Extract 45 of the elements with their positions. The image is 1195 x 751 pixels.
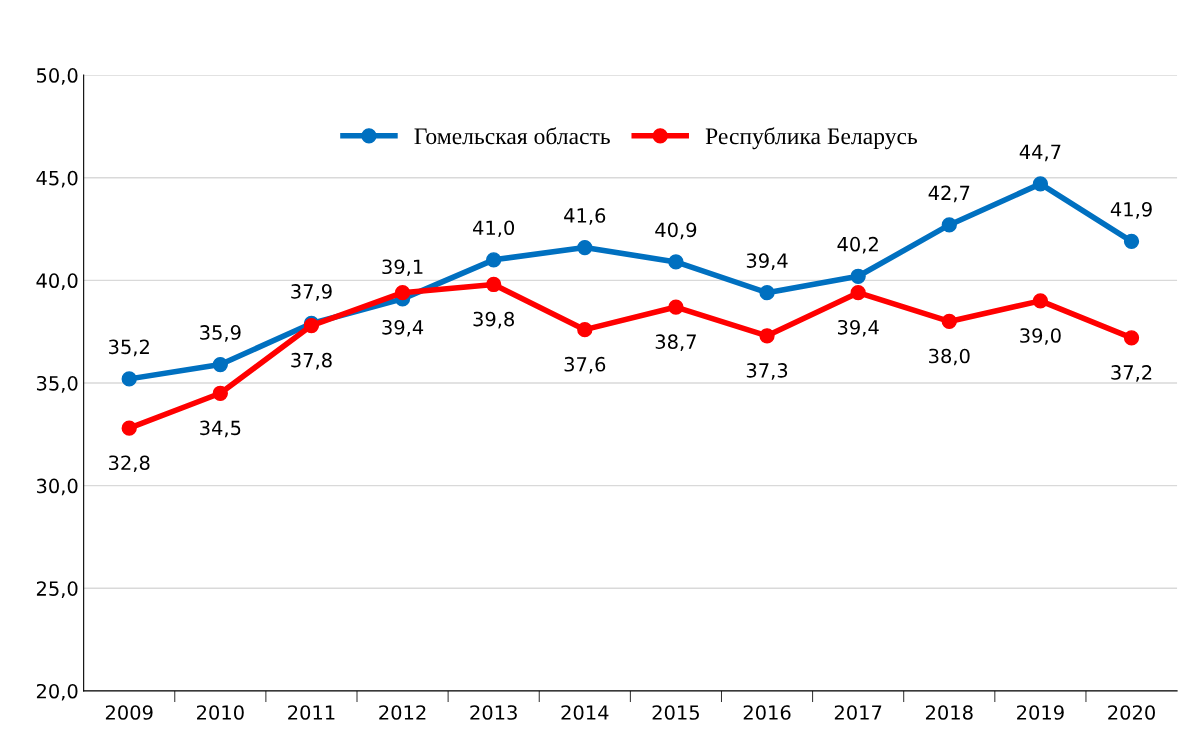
y-tick-label: 45,0	[36, 170, 78, 188]
x-tick-label: 2014	[561, 705, 609, 720]
data-label: 37,8	[291, 352, 332, 370]
data-label: 39,4	[837, 319, 879, 337]
data-label: 37,3	[746, 363, 788, 380]
data-label: 41,0	[472, 220, 515, 238]
data-label: 35,2	[109, 339, 149, 357]
x-tick-label: 2018	[925, 705, 973, 720]
y-tick-label: 30,0	[36, 478, 78, 496]
data-label: 34,5	[200, 420, 241, 438]
y-tick-label: 40,0	[36, 273, 78, 291]
x-tick-label: 2015	[652, 705, 699, 720]
legend-label: Гомельская область	[414, 127, 610, 145]
data-label: 35,9	[200, 325, 241, 342]
data-label: 44,7	[1019, 144, 1061, 162]
y-tick-label: 35,0	[36, 375, 78, 393]
x-tick-label: 2017	[834, 705, 882, 720]
data-label: 38,0	[929, 348, 970, 366]
x-tick-label: 2016	[743, 705, 791, 720]
data-label: 39,1	[382, 259, 423, 277]
x-tick-label: 2012	[379, 705, 426, 720]
data-label: 37,2	[1111, 365, 1152, 382]
data-label: 40,2	[837, 236, 878, 254]
y-tick-label: 20,0	[36, 683, 78, 701]
x-tick-label: 2020	[1108, 705, 1155, 720]
data-label: 38,7	[655, 334, 696, 351]
x-tick-label: 2013	[470, 705, 517, 720]
y-tick-label: 50,0	[37, 68, 78, 85]
data-label: 39,4	[746, 253, 788, 270]
x-tick-label: 2009	[105, 705, 153, 720]
x-tick-label: 2011	[288, 705, 335, 720]
data-label: 42,7	[928, 185, 970, 203]
y-tick-label: 25,0	[36, 581, 78, 598]
data-label: 41,9	[1110, 201, 1152, 219]
legend-label: Республика Беларусь	[705, 127, 918, 150]
data-label: 39,0	[1020, 328, 1061, 345]
data-label: 39,4	[382, 319, 424, 337]
data-label: 37,9	[291, 284, 332, 301]
x-tick-label: 2010	[197, 705, 244, 720]
data-label: 40,9	[655, 222, 697, 240]
data-label: 41,6	[564, 208, 606, 225]
data-label: 39,8	[473, 311, 514, 329]
x-tick-label: 2019	[1017, 705, 1064, 720]
data-label: 32,8	[109, 455, 150, 473]
data-label: 37,6	[564, 356, 606, 374]
